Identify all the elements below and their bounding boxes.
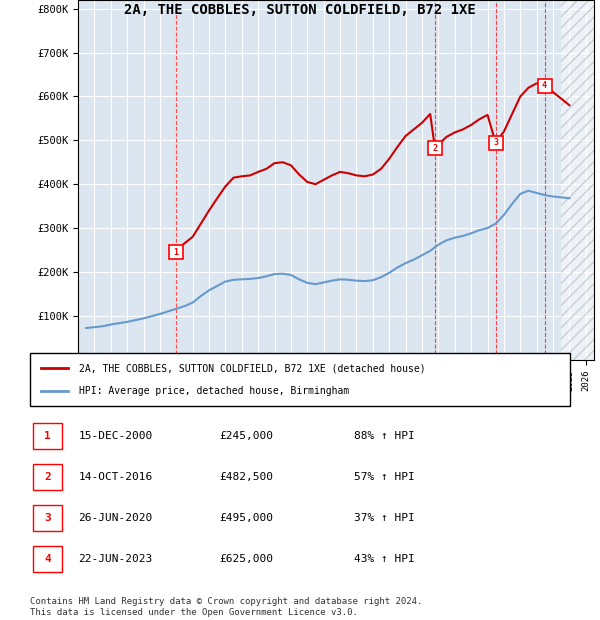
Text: 57% ↑ HPI: 57% ↑ HPI: [354, 472, 415, 482]
Text: 4: 4: [542, 81, 547, 90]
Text: 15-DEC-2000: 15-DEC-2000: [79, 431, 153, 441]
Text: 4: 4: [44, 554, 51, 564]
Text: 22-JUN-2023: 22-JUN-2023: [79, 554, 153, 564]
Bar: [561, 0, 594, 360]
Text: Contains HM Land Registry data © Crown copyright and database right 2024.
This d: Contains HM Land Registry data © Crown c…: [30, 598, 422, 617]
Text: £245,000: £245,000: [219, 431, 273, 441]
Text: 37% ↑ HPI: 37% ↑ HPI: [354, 513, 415, 523]
FancyBboxPatch shape: [33, 505, 62, 531]
Text: 2A, THE COBBLES, SUTTON COLDFIELD, B72 1XE: 2A, THE COBBLES, SUTTON COLDFIELD, B72 1…: [124, 3, 476, 17]
Text: 1: 1: [44, 431, 51, 441]
Text: 2: 2: [44, 472, 51, 482]
Text: £482,500: £482,500: [219, 472, 273, 482]
Text: 3: 3: [493, 138, 498, 147]
Text: 43% ↑ HPI: 43% ↑ HPI: [354, 554, 415, 564]
FancyBboxPatch shape: [33, 546, 62, 572]
Text: £625,000: £625,000: [219, 554, 273, 564]
Text: 2: 2: [433, 143, 437, 153]
Text: 2A, THE COBBLES, SUTTON COLDFIELD, B72 1XE (detached house): 2A, THE COBBLES, SUTTON COLDFIELD, B72 1…: [79, 363, 425, 373]
Text: 88% ↑ HPI: 88% ↑ HPI: [354, 431, 415, 441]
Text: 1: 1: [173, 247, 178, 257]
Text: HPI: Average price, detached house, Birmingham: HPI: Average price, detached house, Birm…: [79, 386, 349, 396]
Text: 26-JUN-2020: 26-JUN-2020: [79, 513, 153, 523]
FancyBboxPatch shape: [33, 464, 62, 490]
Text: 3: 3: [44, 513, 51, 523]
FancyBboxPatch shape: [33, 423, 62, 449]
Text: 14-OCT-2016: 14-OCT-2016: [79, 472, 153, 482]
Text: £495,000: £495,000: [219, 513, 273, 523]
FancyBboxPatch shape: [30, 353, 570, 406]
